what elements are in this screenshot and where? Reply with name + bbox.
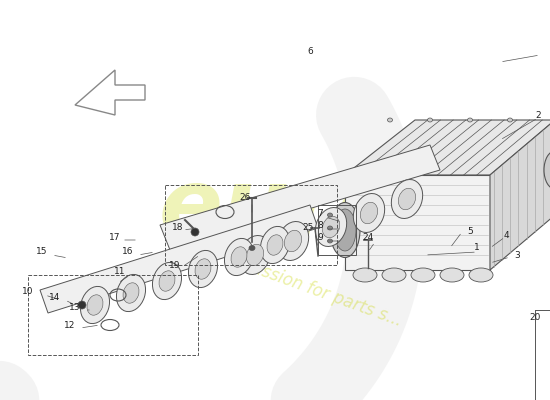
Text: 6: 6 <box>307 48 313 56</box>
Text: 12: 12 <box>64 320 76 330</box>
Ellipse shape <box>78 301 86 309</box>
Text: 10: 10 <box>22 288 34 296</box>
Ellipse shape <box>398 188 416 210</box>
Text: euro: euro <box>158 164 402 256</box>
Ellipse shape <box>195 259 211 279</box>
Text: 16: 16 <box>122 248 134 256</box>
Ellipse shape <box>152 262 182 300</box>
Text: 25: 25 <box>302 224 313 232</box>
Text: 3: 3 <box>514 250 520 260</box>
Ellipse shape <box>440 268 464 282</box>
Ellipse shape <box>334 209 356 251</box>
Text: 1: 1 <box>474 244 480 252</box>
Ellipse shape <box>231 247 247 267</box>
Text: 20: 20 <box>529 314 541 322</box>
Text: 26: 26 <box>239 194 251 202</box>
Text: 19: 19 <box>169 260 181 270</box>
Text: 24: 24 <box>362 234 373 242</box>
Ellipse shape <box>327 226 333 230</box>
Text: 7: 7 <box>317 208 323 218</box>
Text: 8: 8 <box>317 220 323 230</box>
Ellipse shape <box>117 274 146 312</box>
Text: 15: 15 <box>36 248 48 256</box>
Ellipse shape <box>353 194 384 232</box>
Ellipse shape <box>382 268 406 282</box>
Polygon shape <box>40 205 318 313</box>
Ellipse shape <box>189 250 218 288</box>
Text: 17: 17 <box>109 232 121 242</box>
Ellipse shape <box>315 208 346 246</box>
Ellipse shape <box>508 118 513 122</box>
Ellipse shape <box>277 222 309 260</box>
Text: 2: 2 <box>535 110 541 120</box>
Ellipse shape <box>87 295 103 315</box>
Bar <box>28 275 198 355</box>
Text: a passion for parts s...: a passion for parts s... <box>226 250 405 330</box>
Text: 11: 11 <box>114 268 126 276</box>
Ellipse shape <box>261 226 289 264</box>
Ellipse shape <box>224 238 254 276</box>
Ellipse shape <box>239 236 271 274</box>
Ellipse shape <box>159 271 175 291</box>
Ellipse shape <box>267 235 283 255</box>
Ellipse shape <box>327 213 333 217</box>
Text: 18: 18 <box>172 224 184 232</box>
Ellipse shape <box>427 118 432 122</box>
Text: 4: 4 <box>503 230 509 240</box>
Polygon shape <box>345 175 490 270</box>
Polygon shape <box>160 145 440 250</box>
Ellipse shape <box>469 268 493 282</box>
Ellipse shape <box>123 283 139 303</box>
Ellipse shape <box>80 286 109 324</box>
Ellipse shape <box>330 202 360 258</box>
Polygon shape <box>345 120 550 175</box>
Ellipse shape <box>246 244 263 266</box>
Ellipse shape <box>284 230 301 252</box>
Ellipse shape <box>191 228 199 236</box>
Text: 14: 14 <box>50 292 60 302</box>
Text: 9: 9 <box>317 232 323 242</box>
Text: 5: 5 <box>467 228 473 236</box>
Bar <box>318 205 356 255</box>
Text: s: s <box>362 164 418 256</box>
Polygon shape <box>490 120 550 270</box>
Text: 13: 13 <box>69 302 81 312</box>
Ellipse shape <box>322 216 339 238</box>
Ellipse shape <box>327 239 333 243</box>
Ellipse shape <box>468 118 472 122</box>
Bar <box>165 185 337 265</box>
Ellipse shape <box>360 202 378 224</box>
Ellipse shape <box>388 118 393 122</box>
Ellipse shape <box>249 246 255 250</box>
Ellipse shape <box>544 151 550 189</box>
Ellipse shape <box>392 180 422 218</box>
Ellipse shape <box>411 268 435 282</box>
Bar <box>535 310 550 400</box>
Ellipse shape <box>353 268 377 282</box>
